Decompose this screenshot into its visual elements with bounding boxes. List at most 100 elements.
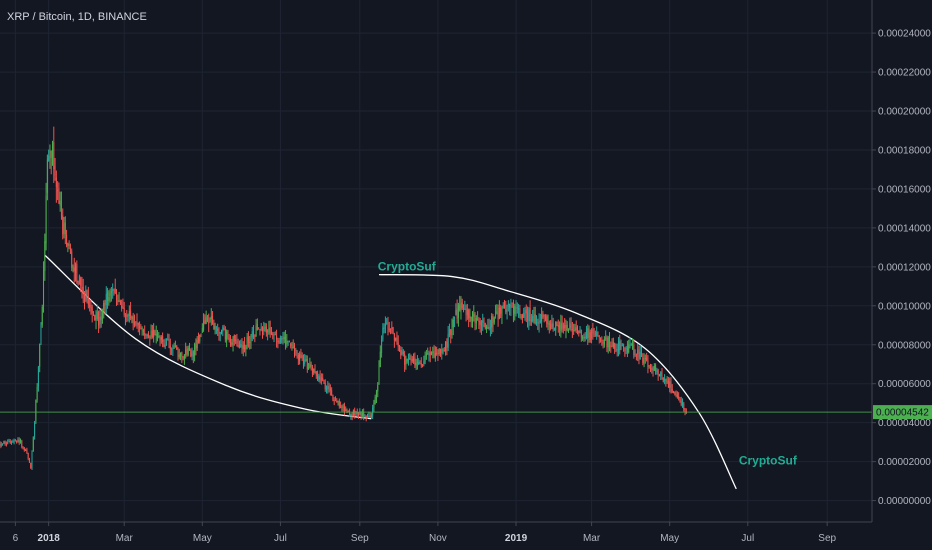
candle-body [399, 345, 401, 351]
candle-body [343, 406, 345, 412]
candle-body [580, 330, 582, 338]
candle-body [43, 270, 45, 306]
candle-body [641, 351, 643, 357]
candle-body [684, 409, 686, 412]
candle-body [454, 316, 456, 319]
candle-body [676, 395, 678, 397]
candle-body [268, 328, 270, 330]
candle-body [85, 290, 87, 301]
candle-body [263, 327, 265, 331]
candle-body [358, 413, 360, 416]
candle-body [314, 368, 316, 372]
candle-body [359, 411, 361, 415]
candle-body [308, 367, 310, 370]
candle-body [178, 354, 180, 358]
price-axis[interactable]: 0.00000000 0.00002000 0.00004000 0.00006000… [872, 29, 931, 507]
candle-body [311, 366, 313, 375]
candle-body [318, 376, 320, 380]
candle-body [386, 322, 388, 324]
candle-body [327, 386, 329, 390]
candle-body [75, 265, 77, 274]
candle-body [514, 306, 516, 314]
candle-body [274, 334, 276, 336]
candle-body [573, 330, 575, 332]
candle-body [324, 383, 326, 390]
candle-body [562, 325, 564, 329]
y-tick-label: 0.00002000 [878, 457, 931, 468]
candle-body [582, 337, 584, 339]
candle-body [118, 299, 120, 302]
price-axis-panel[interactable] [872, 0, 932, 522]
candle-body [546, 316, 548, 324]
candle-body [45, 195, 47, 244]
candle-body [229, 338, 231, 344]
candle-body [164, 344, 166, 348]
candle-body [76, 264, 78, 283]
y-tick-label: 0.00004000 [878, 418, 931, 429]
candle-body [525, 309, 527, 314]
candle-body [602, 341, 604, 344]
candle-body [315, 371, 317, 376]
candle-body [128, 310, 130, 317]
candle-body [228, 338, 230, 341]
candle-body [204, 319, 206, 324]
candle-body [450, 329, 452, 336]
candle-body [305, 359, 307, 361]
candle-body [675, 394, 677, 397]
candle-body [309, 363, 311, 368]
candle-body [560, 323, 562, 332]
candle-body [177, 350, 179, 356]
candle-body [349, 412, 351, 416]
candle-body [145, 333, 147, 335]
candle-body [0, 444, 2, 446]
candle-body [36, 387, 38, 400]
candle-body [356, 411, 358, 415]
candle-body [310, 364, 312, 367]
candle-body [77, 280, 79, 285]
candle-body [667, 380, 669, 388]
candle-body [614, 343, 616, 350]
candle-body [561, 321, 563, 330]
candle-body [245, 346, 247, 350]
candle-body [181, 352, 183, 357]
candle-body [2, 443, 4, 445]
candle-body [589, 332, 591, 340]
candle-body [639, 351, 641, 360]
time-axis[interactable]: 6 2018 Mar May Jul Sep Nov 2019 Mar May Jul Sep [13, 522, 837, 544]
candle-body [94, 314, 96, 321]
candle-body [127, 315, 129, 317]
candle-body [254, 335, 256, 337]
candle-body [13, 440, 15, 443]
candle-body [422, 364, 424, 366]
candle-body [451, 325, 453, 334]
candle-body [150, 330, 152, 338]
candle-body [439, 349, 441, 355]
x-tick-label: Nov [429, 533, 447, 544]
time-axis-panel[interactable] [0, 522, 932, 550]
candle-body [456, 308, 458, 319]
candle-body [90, 305, 92, 309]
x-tick-label: 6 [13, 533, 19, 544]
candle-body [80, 277, 82, 286]
candle-body [486, 326, 488, 329]
candle-body [411, 358, 413, 362]
candle-body [470, 316, 472, 322]
candle-body [600, 337, 602, 340]
candle-body [448, 329, 450, 335]
candle-body [51, 144, 53, 161]
candle-body [122, 306, 124, 309]
candle-body [418, 362, 420, 365]
candle-body [520, 316, 522, 318]
candle-body [611, 345, 613, 347]
candle-body [326, 388, 328, 391]
candle-body [406, 358, 408, 362]
candle-body [205, 316, 207, 324]
candle-body [547, 323, 549, 325]
candle-body [162, 335, 164, 342]
candle-body [425, 354, 427, 356]
candle-body [201, 328, 203, 333]
candle-body [135, 322, 137, 324]
